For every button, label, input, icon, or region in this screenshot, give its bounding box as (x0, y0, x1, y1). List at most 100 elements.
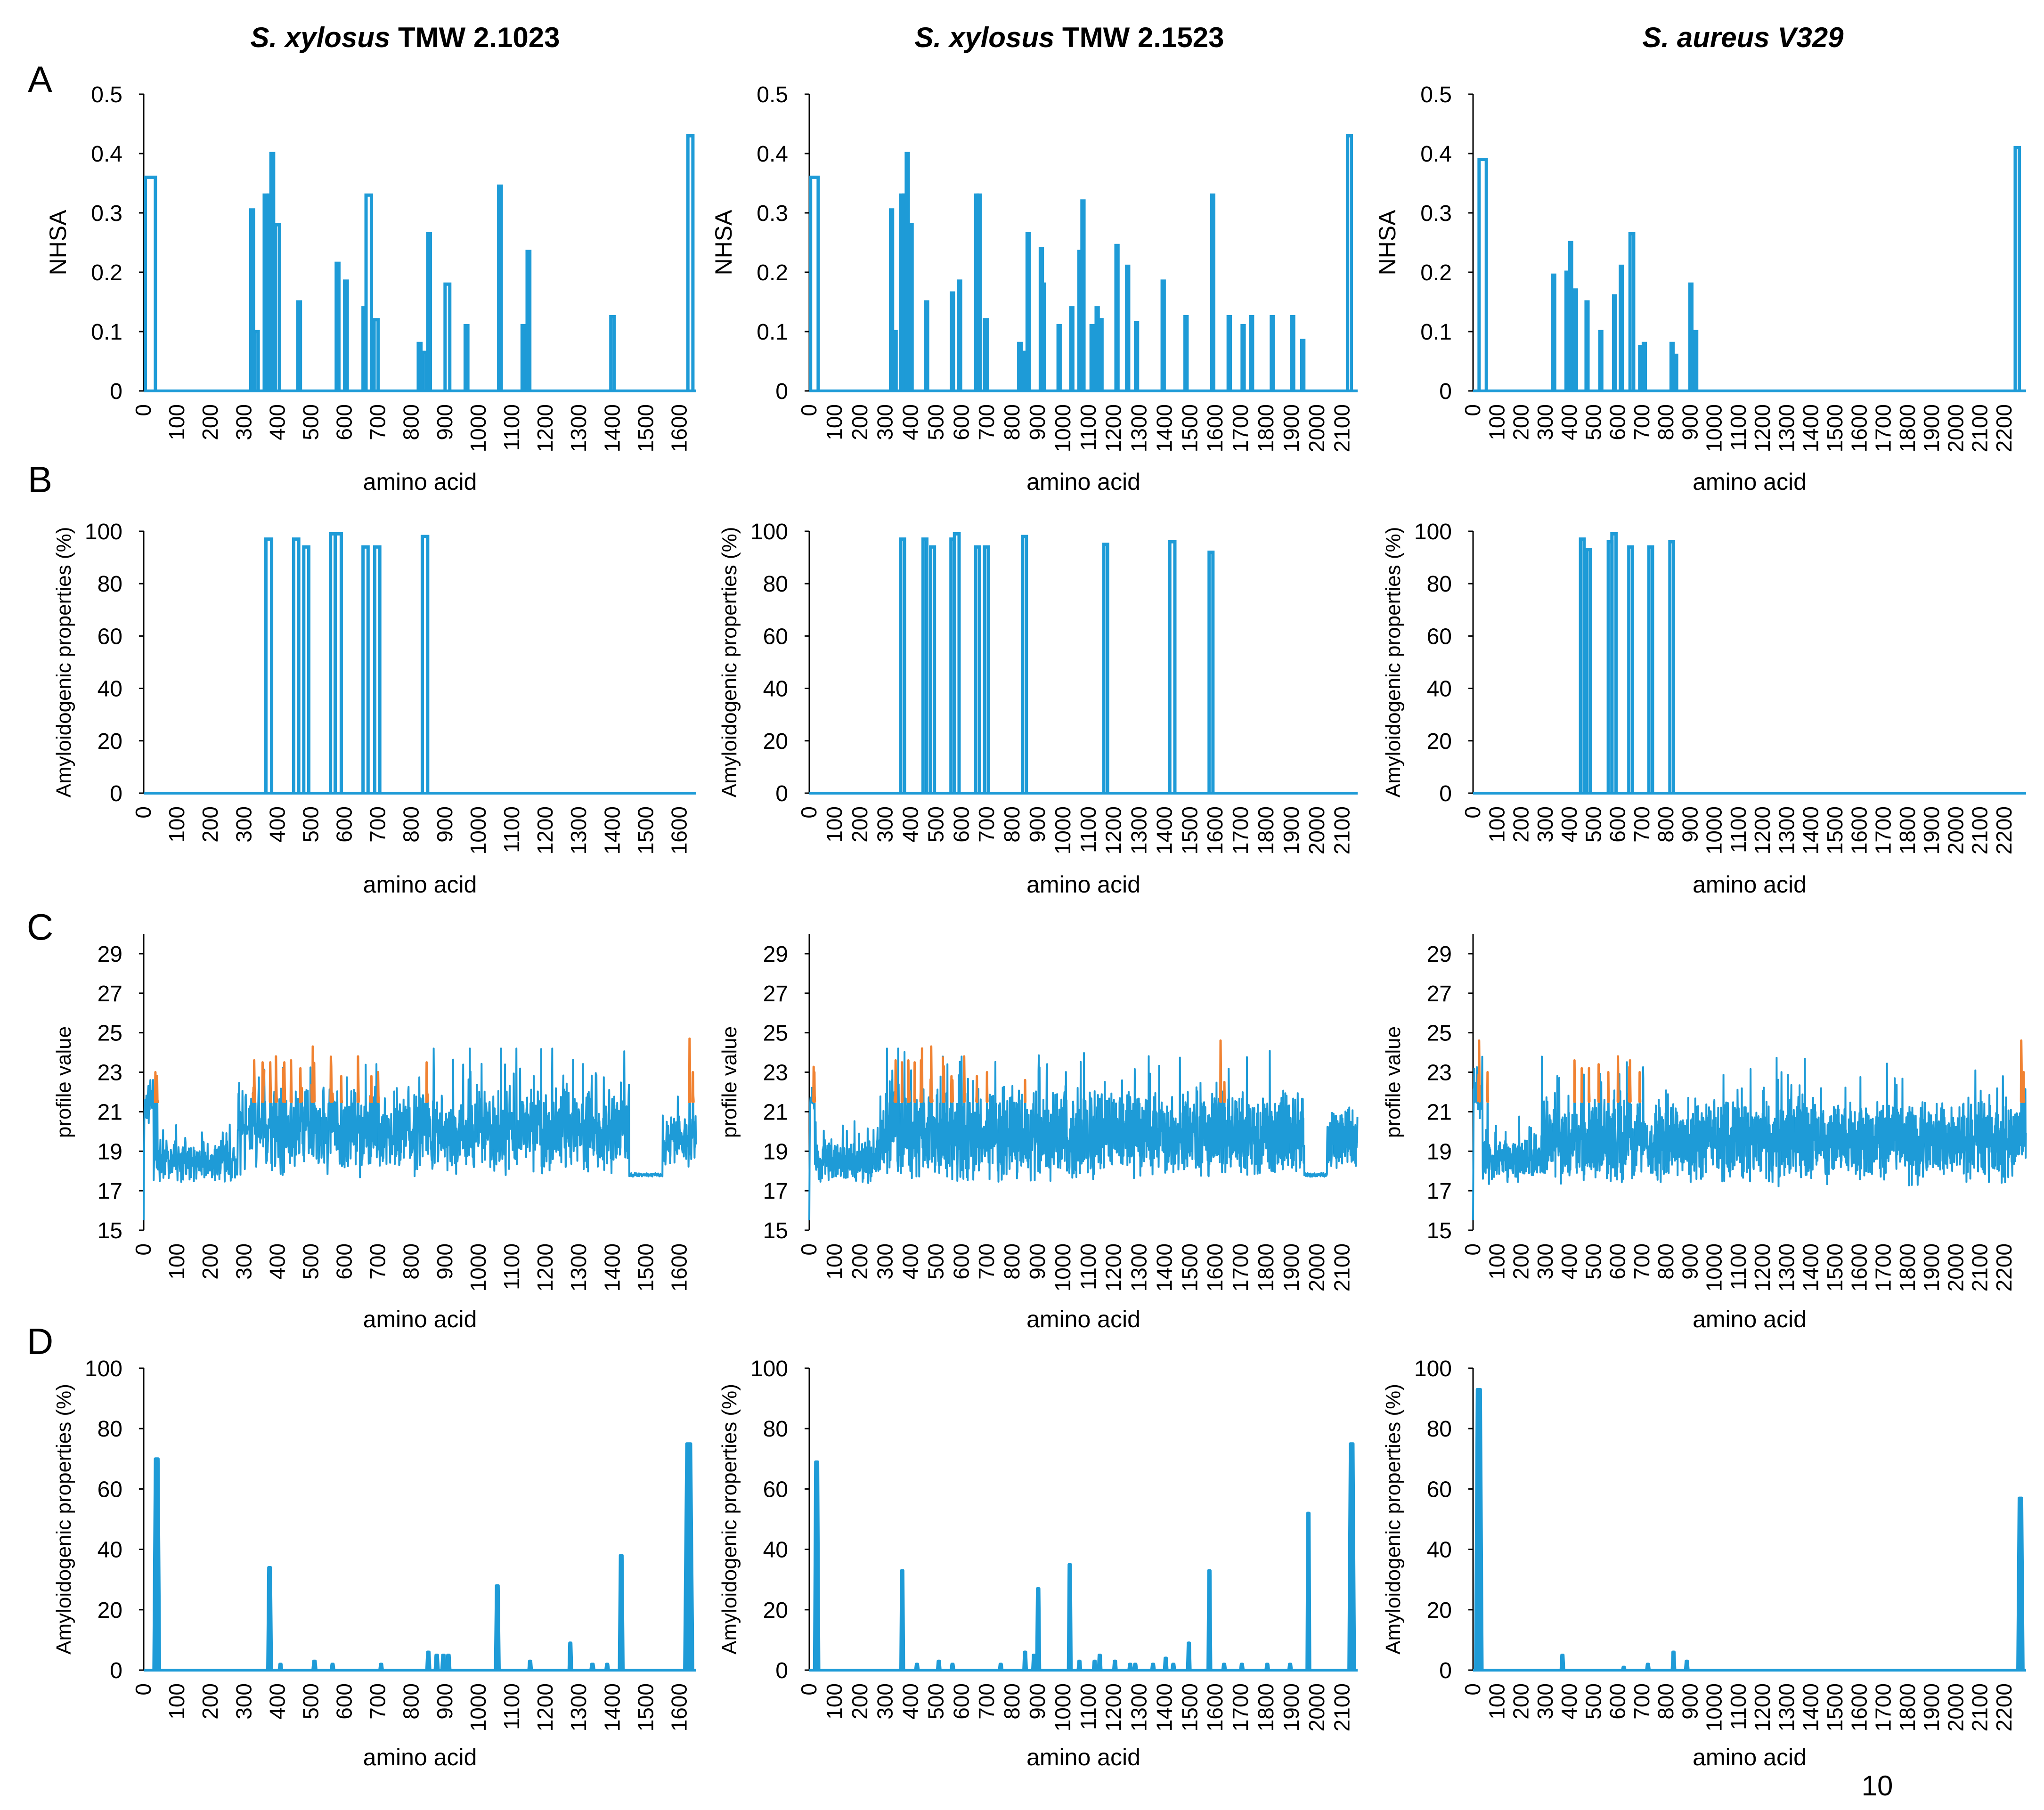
y-tick-label: 0 (775, 781, 788, 806)
x-tick-label: 1800 (1895, 404, 1920, 452)
bar-segment (2013, 146, 2021, 391)
y-tick-label: 25 (763, 1021, 788, 1046)
bar-segment (1584, 300, 1590, 391)
x-tick-label: 700 (366, 404, 390, 440)
y-tick-label: 0 (110, 1658, 122, 1683)
y-tick-label: 0.3 (757, 201, 788, 226)
bar-segment (1133, 321, 1140, 391)
x-tick-label: 0 (1460, 1243, 1485, 1256)
bar-segment (924, 300, 929, 391)
x-tick-label: 1300 (566, 806, 591, 854)
x-tick-label: 1200 (533, 1243, 557, 1291)
x-tick-label: 700 (1629, 806, 1654, 843)
bar-segment (1168, 540, 1177, 793)
spike (998, 1663, 1004, 1672)
y-tick-label: 100 (750, 1356, 788, 1381)
x-tick-label: 900 (432, 1683, 457, 1720)
x-tick-label: 1600 (667, 1243, 691, 1291)
x-tick-label: 500 (923, 806, 948, 843)
y-tick-label: 17 (98, 1179, 122, 1204)
spike (899, 1569, 905, 1672)
x-tick-label: 0 (797, 806, 821, 819)
x-tick-label: 300 (231, 1683, 256, 1720)
x-tick-label: 1000 (1051, 806, 1075, 854)
highlight-peak (1587, 1067, 1591, 1103)
x-tick-label: 2000 (1304, 1683, 1329, 1731)
spike (949, 1663, 955, 1672)
x-tick-label: 1500 (1177, 404, 1202, 452)
y-tick-label: 17 (763, 1179, 788, 1204)
x-tick-label: 400 (265, 404, 289, 440)
spike (1127, 1663, 1133, 1672)
x-tick-label: 1000 (466, 404, 490, 452)
y-tick-label: 23 (763, 1061, 788, 1086)
spike (914, 1663, 920, 1672)
y-tick-label: 100 (85, 519, 122, 544)
highlight-peak (356, 1055, 361, 1103)
column-title-strain: V329 (1777, 22, 1844, 53)
x-tick-label: 900 (432, 806, 457, 843)
y-tick-label: 80 (98, 1417, 122, 1442)
x-tick-label: 1900 (1279, 1683, 1303, 1731)
x-tick-label: 1800 (1895, 1683, 1920, 1731)
highlight-peak (274, 1055, 279, 1103)
row-label-a: A (28, 58, 52, 100)
x-tick-label: 2200 (1992, 1683, 2016, 1731)
bar-segment (1628, 232, 1636, 391)
x-tick-label: 1300 (1127, 404, 1151, 452)
x-tick-label: 600 (1605, 1683, 1630, 1720)
x-tick-label: 0 (131, 1243, 155, 1256)
column-title-2: S. xylosus TMW 2.1523 (915, 22, 1224, 53)
spike (1684, 1659, 1690, 1672)
highlight-peak (912, 1061, 917, 1103)
bar-segment (296, 300, 302, 391)
highlight-peak (1477, 1039, 1482, 1103)
chart-D1: 0 20 40 60 80 100 Amyloidogenic properties (%)… (52, 1356, 696, 1770)
x-tick-label: 700 (974, 1683, 999, 1720)
x-tick-label: 0 (131, 404, 155, 416)
x-tick-label: 1600 (1203, 1683, 1227, 1731)
x-tick-label: 1000 (1702, 1683, 1726, 1731)
y-axis-label: Amyloidogenic properties (%) (52, 527, 75, 798)
x-axis-label: amino acid (363, 1744, 477, 1770)
x-tick-label: 700 (1629, 1243, 1654, 1280)
x-tick-label: 300 (873, 1243, 897, 1280)
spike (425, 1650, 432, 1672)
bar-segment (1094, 306, 1100, 391)
highlight-peak (949, 1075, 954, 1103)
x-axis-label: amino acid (1693, 469, 1807, 495)
x-tick-label: 2100 (1330, 806, 1354, 854)
y-tick-label: 0.4 (91, 142, 122, 167)
spike (1287, 1663, 1293, 1672)
x-tick-label: 1100 (499, 806, 524, 853)
y-tick-label: 0 (1439, 379, 1452, 404)
x-tick-label: 600 (332, 1243, 357, 1280)
column-title-1: S. xylosus TMW 2.1023 (251, 22, 560, 53)
highlight-peak (1485, 1071, 1490, 1103)
x-tick-label: 600 (1605, 1243, 1630, 1280)
x-tick-label: 2100 (1968, 1683, 1992, 1731)
x-tick-label: 2100 (1968, 1243, 1992, 1291)
x-tick-label: 900 (1678, 1243, 1702, 1280)
x-tick-label: 400 (898, 1683, 923, 1720)
x-axis-label: amino acid (1026, 1744, 1140, 1770)
bar-segment (974, 545, 981, 793)
x-tick-label: 100 (822, 1683, 847, 1720)
x-tick-label: 1400 (600, 1683, 624, 1731)
highlight-peak (289, 1059, 294, 1103)
bar-segment (1598, 330, 1604, 391)
x-tick-label: 800 (1000, 404, 1024, 440)
y-tick-label: 20 (1427, 1598, 1452, 1623)
x-tick-label: 900 (1678, 806, 1702, 843)
x-tick-label: 300 (1533, 806, 1557, 843)
x-tick-label: 500 (1581, 1243, 1605, 1280)
bar-segment (1673, 353, 1678, 391)
x-tick-label: 1300 (1774, 404, 1799, 452)
bar-segment (983, 545, 990, 793)
chart-D3: 0 20 40 60 80 100 Amyloidogenic properties (%)… (1382, 1356, 2026, 1770)
x-tick-label: 1200 (533, 1683, 557, 1731)
x-tick-label: 1500 (1177, 806, 1202, 854)
x-tick-label: 700 (366, 1243, 390, 1280)
x-tick-label: 1600 (1847, 1683, 1871, 1731)
